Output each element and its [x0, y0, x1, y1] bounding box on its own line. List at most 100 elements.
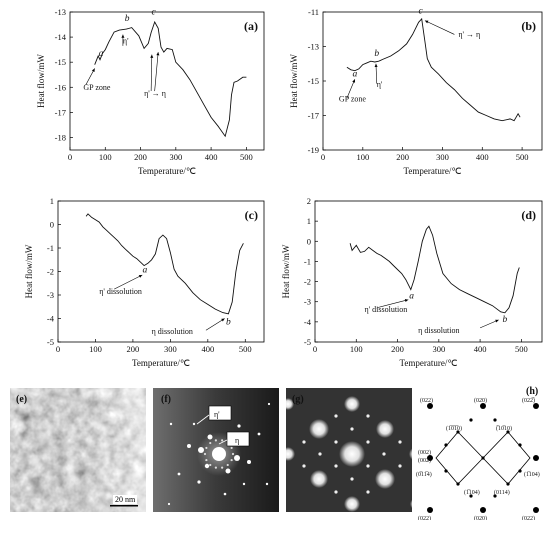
x-tick-label: 300 [169, 152, 182, 162]
annotation: η dissolution [152, 327, 193, 336]
y-tick-label: -15 [308, 76, 319, 86]
annotation: η dissolution [418, 326, 459, 335]
miller-index-label: (022̅) [522, 397, 535, 404]
diffraction-spot [247, 460, 251, 464]
ring-spot [230, 458, 233, 462]
y-tick-label: -19 [308, 145, 319, 155]
plot-frame [314, 200, 543, 343]
arrow-head [424, 20, 429, 24]
diffraction-spot [177, 472, 181, 476]
y-axis-label: Heat flow/mW [289, 54, 299, 108]
saed-pattern-f: (f) η' η [153, 388, 279, 512]
superlattice-spot [302, 464, 306, 468]
annotation: b [374, 49, 379, 59]
plot-frame [322, 11, 543, 151]
y-tick-label: -5 [47, 337, 54, 347]
y-tick-label: 1 [50, 196, 54, 206]
y-tick-label: 1 [307, 216, 311, 226]
y-tick-label: -4 [47, 314, 55, 324]
x-tick-label: 500 [240, 152, 253, 162]
lattice-spot [533, 455, 539, 461]
y-tick-label: -3 [304, 297, 311, 307]
annotation: a [409, 292, 414, 302]
x-tick-label: 400 [201, 344, 214, 354]
annotation-arrow [424, 20, 455, 35]
diffraction-spot [410, 499, 412, 509]
arrow-head [138, 275, 143, 278]
annotation: η' dissolution [99, 287, 142, 296]
annotation: b [502, 315, 507, 325]
dsc-chart-d: 0 100 200 300 400 500 -5 -4 -3 -2 -1 0 1 2 Temperature… [281, 196, 543, 368]
diffraction-spot [409, 448, 412, 460]
x-tick-label: 500 [239, 344, 252, 354]
y-tick-label: 0 [50, 220, 54, 230]
x-axis-label: Temperature/℃ [138, 166, 196, 176]
ring-spot [203, 452, 207, 456]
annotation: c [151, 8, 156, 18]
diffraction-spot [286, 447, 295, 461]
panel-label: (a) [244, 19, 258, 33]
diffraction-spot [192, 422, 196, 426]
diffraction-spot [207, 434, 213, 440]
y-axis-label: Heat flow/mW [36, 54, 46, 108]
arrow-head [495, 319, 499, 323]
diffraction-spot [265, 482, 269, 486]
x-tick-label: 100 [99, 152, 112, 162]
arrow-head [352, 79, 356, 83]
y-tick-label: 0 [307, 236, 311, 246]
arrow-head [91, 68, 95, 72]
saed-pattern-g: (g) [286, 388, 412, 512]
panel-label-e: (e) [16, 394, 27, 405]
miller-index-label: (1̅104) [524, 471, 540, 478]
annotation: b [226, 317, 231, 327]
x-tick-label: 300 [432, 344, 445, 354]
panel-label-h: (h) [526, 386, 538, 397]
super-spot [469, 494, 473, 498]
dsc-chart-a: 0 100 200 300 400 500 -18 -17 -16 -15 -14 -13 Temper… [36, 7, 265, 176]
superlattice-spot [366, 414, 370, 418]
tem-texture: (e) [10, 388, 146, 512]
superlattice-spot [366, 490, 370, 494]
x-tick-label: 0 [56, 344, 60, 354]
superlattice-spot [366, 440, 370, 444]
panel-label: (c) [245, 208, 258, 222]
diffraction-spot [234, 455, 240, 461]
x-tick-label: 500 [515, 344, 528, 354]
unit-cell-left [435, 431, 484, 485]
ring-spot [221, 466, 224, 469]
y-tick-label: -4 [304, 317, 312, 327]
x-tick-label: 100 [350, 344, 363, 354]
x-tick-label: 400 [476, 152, 489, 162]
ring-spot [214, 439, 217, 442]
plot-frame [57, 200, 265, 343]
diffraction-spot [197, 480, 201, 484]
miller-index-label: (1̅104) [464, 489, 480, 496]
x-tick-label: 400 [474, 344, 487, 354]
callout-box-eta [226, 431, 250, 447]
ring-spot [209, 463, 212, 467]
miller-index-label: (002) [418, 449, 431, 456]
arrow-head [156, 52, 160, 56]
superlattice-spot [366, 464, 370, 468]
diffraction-spot [187, 444, 191, 448]
annotation-arrow [375, 63, 378, 84]
y-tick-label: -16 [55, 82, 66, 92]
y-tick-label: -14 [55, 32, 67, 42]
diffraction-spot [309, 419, 329, 439]
dsc-curve [94, 20, 247, 138]
x-tick-label: 400 [205, 152, 218, 162]
x-axis-label: Temperature/℃ [132, 358, 190, 368]
x-tick-label: 0 [321, 152, 325, 162]
annotation-arrow [114, 274, 143, 290]
annotation: b [125, 14, 130, 24]
x-tick-label: 300 [164, 344, 177, 354]
diffraction-spot [375, 469, 395, 489]
annotation: a [99, 49, 104, 59]
y-tick-label: -17 [308, 111, 319, 121]
miller-index-label: (022) [522, 515, 535, 520]
superlattice-spot [318, 452, 322, 456]
annotation-arrow [150, 54, 153, 92]
y-tick-label: -5 [304, 337, 311, 347]
diffraction-spot [310, 470, 328, 488]
x-tick-label: 0 [313, 344, 317, 354]
